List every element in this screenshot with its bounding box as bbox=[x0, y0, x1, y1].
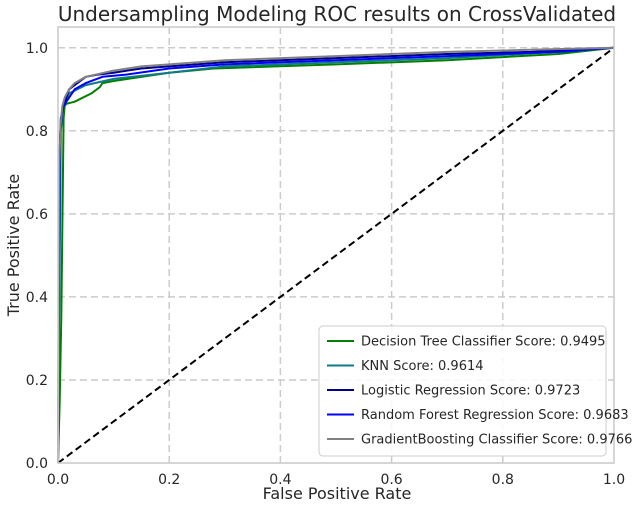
x-tick-label: 1.0 bbox=[603, 472, 625, 488]
legend: Decision Tree Classifier Score: 0.9495 KN… bbox=[318, 325, 632, 457]
y-tick-label: 1.0 bbox=[26, 41, 48, 57]
x-tick-label: 0.0 bbox=[47, 472, 69, 488]
chance-diagonal-line bbox=[57, 46, 615, 464]
x-tick-label: 0.2 bbox=[158, 472, 180, 488]
y-tick-label: 0.6 bbox=[26, 207, 48, 223]
legend-label-5: GradientBoosting Classifier Score: 0.976… bbox=[361, 433, 632, 448]
legend-label-1: Decision Tree Classifier Score: 0.9495 bbox=[361, 335, 606, 350]
y-ticks: 0.0 0.2 0.4 0.6 0.8 1.0 bbox=[26, 41, 48, 472]
y-tick-label: 0.0 bbox=[26, 456, 48, 472]
legend-box bbox=[318, 325, 607, 457]
roc-curves bbox=[57, 46, 615, 464]
roc-curve-series-5 bbox=[57, 46, 615, 464]
x-axis-label: False Positive Rate bbox=[263, 484, 412, 503]
roc-curve-series-1 bbox=[57, 46, 615, 464]
x-ticks: 0.0 0.2 0.4 0.6 0.8 1.0 bbox=[47, 472, 625, 488]
chart-title: Undersampling Modeling ROC results on Cr… bbox=[58, 2, 616, 26]
x-tick-label: 0.8 bbox=[492, 472, 514, 488]
legend-label-3: Logistic Regression Score: 0.9723 bbox=[361, 384, 580, 399]
x-tick-label: 0.6 bbox=[380, 472, 402, 488]
y-tick-label: 0.4 bbox=[26, 290, 48, 306]
y-tick-label: 0.8 bbox=[26, 124, 48, 140]
plot-frame bbox=[57, 26, 615, 464]
y-axis-label: True Positive Rate bbox=[4, 174, 23, 318]
legend-label-2: KNN Score: 0.9614 bbox=[361, 359, 484, 374]
x-tick-label: 0.4 bbox=[269, 472, 291, 488]
y-tick-label: 0.2 bbox=[26, 373, 48, 389]
legend-label-4: Random Forest Regression Score: 0.9683 bbox=[361, 408, 629, 423]
